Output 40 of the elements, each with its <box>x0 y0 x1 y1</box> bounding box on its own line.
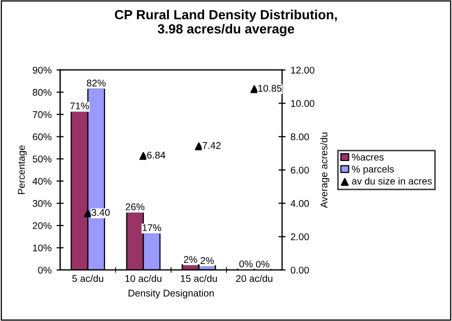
data-label: 17% <box>142 224 162 232</box>
y2-tick-label: 6.00 <box>290 166 309 174</box>
data-label: 6.84 <box>147 152 166 159</box>
legend-label: av du size in acres <box>352 177 432 185</box>
y-axis-title: Percentage <box>18 146 27 194</box>
data-label: 0% <box>239 260 253 268</box>
y2-tick-label: 4.00 <box>290 200 309 207</box>
legend-label: %acres <box>352 154 384 161</box>
data-label: 82% <box>86 80 106 86</box>
y-tick-label: 40% <box>32 178 52 185</box>
x-tick-label: 10 ac/du <box>125 274 162 282</box>
y-tick-label: 60% <box>32 133 52 140</box>
y-tick-label: 50% <box>32 156 52 162</box>
data-label: 2% <box>184 256 198 263</box>
y-tick-label: 10% <box>33 244 52 252</box>
data-label: 7.42 <box>202 142 221 149</box>
y-tick-label: 70% <box>32 111 52 118</box>
y2-tick-label: 8.00 <box>290 133 309 140</box>
y2-tick-label: 12.00 <box>291 66 314 74</box>
y-tick-label: 30% <box>32 200 52 207</box>
x-tick-label: 20 ac/du <box>236 274 272 282</box>
x-tick-label: 15 ac/du <box>180 274 217 282</box>
x-tick-label: 5 ac/du <box>72 274 104 282</box>
chart-title: CP Rural Land Density Distribution, 3.98 acres/du average <box>114 10 337 36</box>
y-tick-label: 0% <box>38 266 52 274</box>
y2-tick-label: 2.00 <box>290 233 309 240</box>
data-label: 10.85 <box>258 84 282 92</box>
data-label: 71% <box>70 102 89 110</box>
y-tick-label: 20% <box>32 222 52 230</box>
x-axis-title: Density Designation <box>128 289 214 299</box>
data-label: 2% <box>200 257 214 264</box>
data-label: 0% <box>256 260 270 268</box>
legend-label: % parcels <box>352 165 394 174</box>
data-label: 26% <box>126 203 144 210</box>
y2-tick-label: 0.00 <box>290 266 309 274</box>
y2-tick-label: 10.00 <box>291 100 314 107</box>
y-tick-label: 90% <box>32 66 52 74</box>
y2-axis-title: Average acres/du <box>320 132 330 208</box>
data-label: 3.40 <box>92 209 110 216</box>
y-tick-label: 80% <box>32 88 52 96</box>
